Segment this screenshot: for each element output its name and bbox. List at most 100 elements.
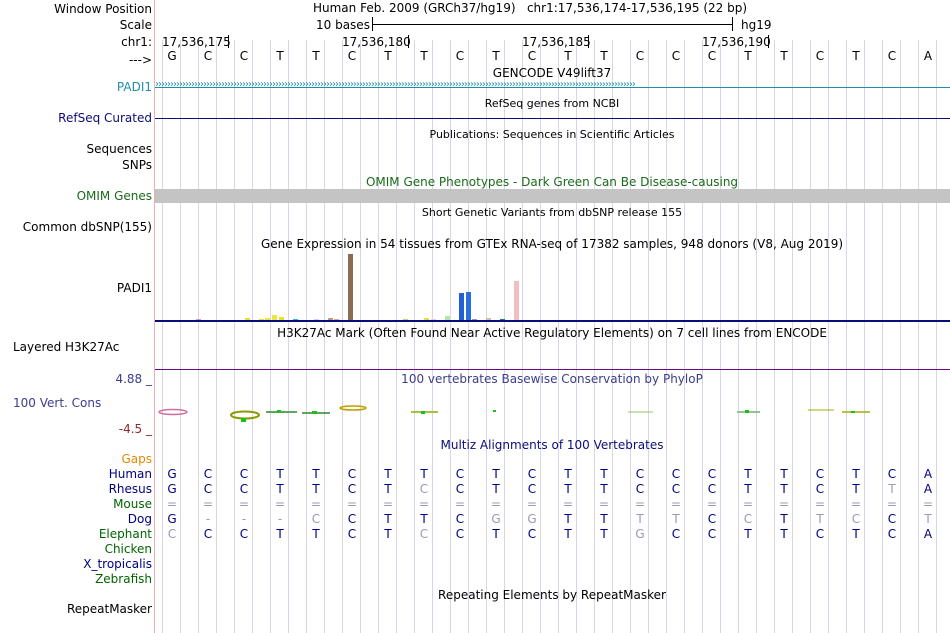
base: C [527, 467, 537, 481]
base: C [815, 49, 825, 63]
grid-line [612, 40, 613, 633]
phylop-glyph-2 [230, 410, 260, 422]
base: T [276, 49, 284, 63]
omim-track-label[interactable]: OMIM Genes [76, 189, 152, 203]
scale-bar [372, 24, 733, 25]
multiz-row-chicken[interactable] [155, 542, 950, 556]
gtex-bar-skin-not-sun-exposed[interactable] [458, 293, 464, 322]
gtex-bar-esophagus-mucosa[interactable] [348, 254, 354, 322]
gtex-bar-vagina[interactable] [513, 281, 519, 322]
gtex-bar-brain-11[interactable] [272, 315, 278, 322]
base: T [312, 49, 320, 63]
base: - [277, 512, 283, 526]
multiz-track-title: Multiz Alignments of 100 Vertebrates [440, 438, 664, 452]
gtex-bar-skin-sun-exposed[interactable] [465, 292, 471, 322]
omim-gene-bar[interactable] [155, 189, 950, 203]
coord-label-3: 17,536,185 [522, 35, 591, 49]
species-label-x_tropicalis[interactable]: X_tropicalis [83, 557, 152, 571]
phylop-conservation-plot[interactable] [155, 402, 950, 432]
base: T [852, 527, 860, 541]
base: C [455, 49, 465, 63]
grid-line [234, 40, 235, 633]
species-label-rhesus[interactable]: Rhesus [108, 482, 152, 496]
base: T [816, 512, 824, 526]
base: T [420, 49, 428, 63]
refseq-track-title: RefSeq genes from NCBI [484, 97, 620, 110]
grid-line [558, 40, 559, 633]
window-position-label: Window Position [54, 2, 152, 16]
base: = [346, 497, 358, 511]
base: T [564, 482, 572, 496]
base: T [600, 467, 608, 481]
phylop-glyph-5 [339, 405, 367, 411]
base: T [384, 527, 392, 541]
base: C [239, 467, 249, 481]
grid-line [900, 40, 901, 633]
base: T [312, 527, 320, 541]
species-label-zebrafish[interactable]: Zebrafish [95, 572, 152, 586]
base: = [886, 497, 898, 511]
phylop-glyph-6 [411, 411, 438, 414]
grid-line [810, 40, 811, 633]
conservation-track-label[interactable]: 100 Vert. Cons [13, 396, 102, 410]
padi1-track-label[interactable]: PADI1 [116, 80, 152, 94]
species-label-elephant[interactable]: Elephant [98, 527, 152, 541]
gencode-transcript[interactable]: ››››››››››››››››››››››››››››››››››››››››… [155, 79, 950, 93]
gtex-expression-chart[interactable] [155, 252, 950, 322]
h3k27ac-track-title: H3K27Ac Mark (Often Found Near Active Re… [277, 326, 827, 340]
gtex-bar-brain-12[interactable] [279, 317, 285, 322]
base: T [600, 49, 608, 63]
multiz-row-x_tropicalis[interactable] [155, 557, 950, 571]
refseq-track-label[interactable]: RefSeq Curated [58, 111, 152, 125]
species-label-dog[interactable]: Dog [127, 512, 152, 526]
grid-line [288, 40, 289, 633]
base: C [455, 527, 465, 541]
strand-label: ---> [128, 53, 152, 67]
base: C [815, 482, 825, 496]
base: T [564, 527, 572, 541]
h3k27ac-signal[interactable] [155, 369, 950, 370]
base: = [238, 497, 250, 511]
multiz-row-zebrafish[interactable] [155, 572, 950, 586]
grid-line [216, 40, 217, 633]
gencode-strand-arrows: ››››››››››››››››››››››››››››››››››››››››… [155, 79, 636, 90]
base: C [635, 482, 645, 496]
base: C [419, 482, 429, 496]
base: A [923, 527, 933, 541]
gencode-track-title: GENCODE V49lift37 [492, 66, 612, 80]
conservation-max-label: 4.88 _ [115, 372, 152, 386]
base: T [744, 467, 752, 481]
base: C [887, 512, 897, 526]
species-label-mouse[interactable]: Mouse [113, 497, 152, 511]
species-label-human[interactable]: Human [108, 467, 152, 481]
gtex-bar-pituitary[interactable] [444, 316, 450, 322]
base: G [635, 527, 645, 541]
grid-line [882, 40, 883, 633]
base: = [814, 497, 826, 511]
base: T [492, 527, 500, 541]
base: C [707, 512, 717, 526]
window-position-text: Human Feb. 2009 (GRCh37/hg19) chr1:17,53… [312, 1, 748, 15]
base: T [744, 482, 752, 496]
base: = [166, 497, 178, 511]
sequences-track-label[interactable]: Sequences [86, 142, 152, 156]
common-dbsnp-track-label[interactable]: Common dbSNP(155) [22, 220, 152, 234]
base: T [420, 467, 428, 481]
refseq-transcript[interactable] [155, 118, 950, 119]
multiz-row-mouse[interactable]: = = = = = = = = = = = = = = = = = = = = = = [155, 497, 950, 511]
gtex-gene-label[interactable]: PADI1 [116, 281, 152, 295]
grid-line [738, 40, 739, 633]
base: T [276, 467, 284, 481]
h3k27ac-track-label[interactable]: Layered H3K27Ac [13, 340, 120, 354]
grid-line [684, 40, 685, 633]
snps-track-label[interactable]: SNPs [122, 158, 152, 172]
repeatmasker-track-label[interactable]: RepeatMasker [66, 602, 152, 616]
track-area[interactable]: Human Feb. 2009 (GRCh37/hg19) chr1:17,53… [155, 0, 950, 633]
grid-line [450, 40, 451, 633]
species-label-chicken[interactable]: Chicken [104, 542, 152, 556]
phylop-glyph-3 [266, 410, 297, 413]
